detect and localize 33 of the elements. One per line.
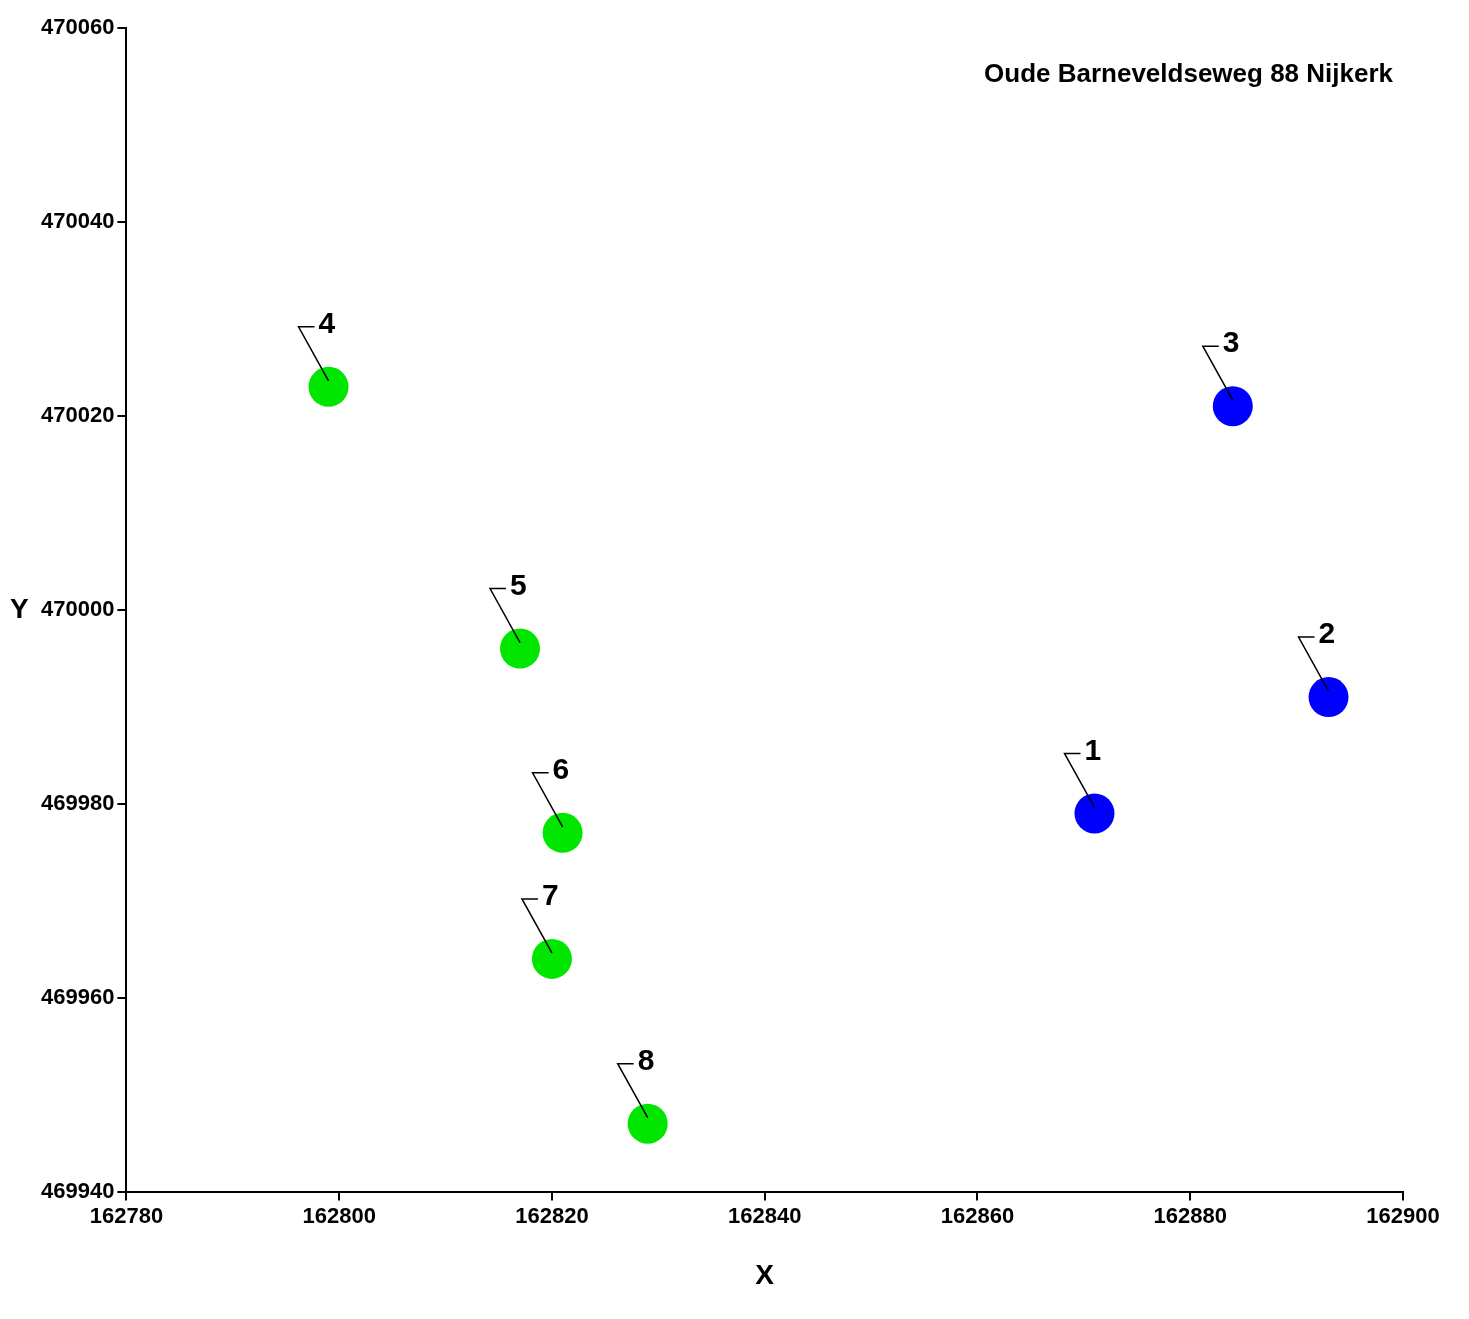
annotation: 3 xyxy=(1222,325,1240,359)
x-tick-label: 162840 xyxy=(728,1202,802,1228)
point xyxy=(308,366,349,407)
y-axis-title: Y xyxy=(10,592,29,624)
y-tick-label: 469980 xyxy=(40,789,115,815)
x-tick-label: 162780 xyxy=(89,1202,164,1228)
annotation: 8 xyxy=(637,1042,655,1076)
point xyxy=(531,938,572,979)
x-axis-title: X xyxy=(755,1259,775,1291)
y-tick-label: 470040 xyxy=(40,208,115,233)
point xyxy=(627,1103,668,1144)
x-tick-label: 162860 xyxy=(940,1202,1015,1228)
text: Oude Barneveldseweg 88 Nijkerk xyxy=(984,58,1394,89)
x-tick-label: 162900 xyxy=(1366,1202,1440,1228)
y-tick-label: 470020 xyxy=(40,401,115,427)
point xyxy=(1308,677,1349,718)
y-tick-label: 470000 xyxy=(40,595,115,621)
annotation: 4 xyxy=(318,306,336,340)
point xyxy=(1074,793,1115,834)
point xyxy=(1212,386,1253,427)
y-tick-label: 469960 xyxy=(40,983,115,1009)
y-tick-label: 470060 xyxy=(40,14,115,40)
annotation: 1 xyxy=(1084,732,1102,766)
x-tick-label: 162800 xyxy=(302,1202,376,1228)
annotation: 5 xyxy=(510,567,527,601)
x-tick-label: 162820 xyxy=(515,1202,589,1228)
point xyxy=(500,628,541,669)
annotation: 2 xyxy=(1318,616,1336,650)
y-tick-label: 469940 xyxy=(40,1177,115,1203)
x-tick-label: 162880 xyxy=(1153,1202,1227,1228)
point xyxy=(542,812,583,853)
annotation: 6 xyxy=(552,752,570,786)
annotation: 7 xyxy=(541,878,559,912)
